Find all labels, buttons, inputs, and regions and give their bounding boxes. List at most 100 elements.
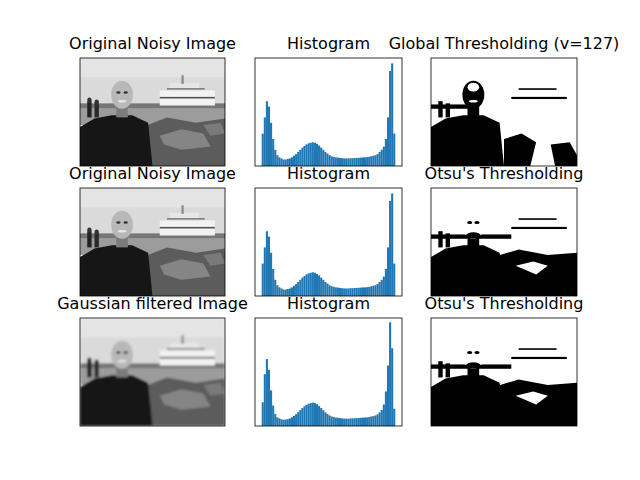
person-eye — [116, 221, 120, 224]
bar — [280, 158, 282, 166]
bars — [262, 322, 396, 426]
bar — [377, 284, 379, 296]
bar — [318, 406, 320, 426]
bar — [306, 405, 308, 426]
person-eye — [474, 221, 479, 224]
subplot — [80, 318, 225, 426]
person-head — [111, 341, 133, 369]
ship-mast — [182, 75, 184, 84]
bar — [339, 418, 341, 426]
person-eye — [474, 351, 479, 354]
white-region — [431, 318, 577, 426]
background — [0, 0, 640, 480]
axes-frame — [431, 58, 577, 166]
axes-frame — [80, 58, 225, 166]
person-smile — [118, 230, 127, 233]
ship-hull — [160, 90, 215, 105]
subplot — [80, 188, 225, 296]
rock-highlight — [160, 129, 211, 150]
rocks-white — [516, 261, 548, 274]
bar — [308, 143, 310, 166]
person-smile — [118, 360, 127, 363]
bystander — [438, 361, 442, 377]
axes-frame — [255, 58, 402, 166]
bar — [272, 405, 274, 426]
bar — [283, 290, 285, 296]
rocks-black — [551, 142, 577, 166]
bar — [356, 418, 358, 426]
bar — [318, 275, 320, 296]
person-eye — [124, 221, 128, 224]
bar — [264, 247, 266, 296]
bystander — [95, 233, 99, 247]
bar — [308, 404, 310, 426]
bar — [331, 416, 333, 426]
subplot-title: Otsu's Thresholding — [425, 164, 584, 183]
bar — [360, 418, 362, 426]
bar — [316, 144, 318, 166]
bar — [276, 285, 278, 296]
bar — [314, 403, 316, 426]
bystander-head — [87, 357, 91, 362]
person-body — [431, 115, 504, 166]
person-eye — [467, 221, 472, 224]
bar — [283, 160, 285, 166]
bar — [389, 201, 391, 296]
ship-hull — [160, 350, 215, 365]
bar — [383, 147, 385, 166]
bar — [364, 417, 366, 426]
sky — [80, 318, 225, 367]
rocks — [145, 247, 225, 296]
bystander-head — [87, 97, 91, 102]
bar — [333, 417, 335, 426]
axes-frame — [255, 188, 402, 296]
bar — [274, 280, 276, 296]
subplot-title: Original Noisy Image — [69, 164, 236, 183]
bar — [379, 282, 381, 296]
bystander — [446, 363, 450, 377]
bar — [389, 71, 391, 166]
bar — [387, 247, 389, 296]
bar — [387, 366, 389, 426]
bar — [268, 237, 270, 296]
bar — [343, 419, 345, 426]
bar — [278, 418, 280, 426]
bar — [312, 142, 314, 166]
bar — [393, 409, 395, 426]
axes-frame — [431, 188, 577, 296]
ship-stripe — [167, 348, 205, 349]
subplot-title: Histogram — [287, 34, 370, 53]
rock-highlight — [203, 123, 225, 136]
axes-frame — [80, 188, 225, 296]
rocks-black — [504, 134, 536, 166]
bar — [289, 418, 291, 426]
bar — [389, 322, 391, 426]
subplot-title: Histogram — [287, 294, 370, 313]
bar — [329, 415, 331, 426]
bars — [262, 63, 396, 166]
bar — [287, 419, 289, 426]
bar — [280, 419, 282, 426]
person-head — [462, 211, 484, 239]
bar — [368, 417, 370, 426]
bystander — [87, 361, 91, 377]
bar — [385, 139, 387, 166]
bar — [278, 287, 280, 296]
bar — [349, 418, 351, 426]
bar — [303, 406, 305, 426]
bar — [387, 117, 389, 166]
bystander-head — [87, 227, 91, 232]
bar — [306, 274, 308, 296]
subplot-title: Global Thresholding (v=127) — [389, 34, 620, 53]
bar — [383, 277, 385, 296]
bar — [324, 412, 326, 426]
bar — [262, 402, 264, 426]
person-eye — [116, 91, 120, 94]
ship-mast — [182, 205, 184, 214]
subplot — [255, 318, 402, 426]
ship-stripe — [160, 227, 215, 229]
subplot — [431, 58, 577, 166]
bystander — [438, 101, 442, 117]
bar — [268, 370, 270, 426]
binary-image — [431, 188, 577, 296]
